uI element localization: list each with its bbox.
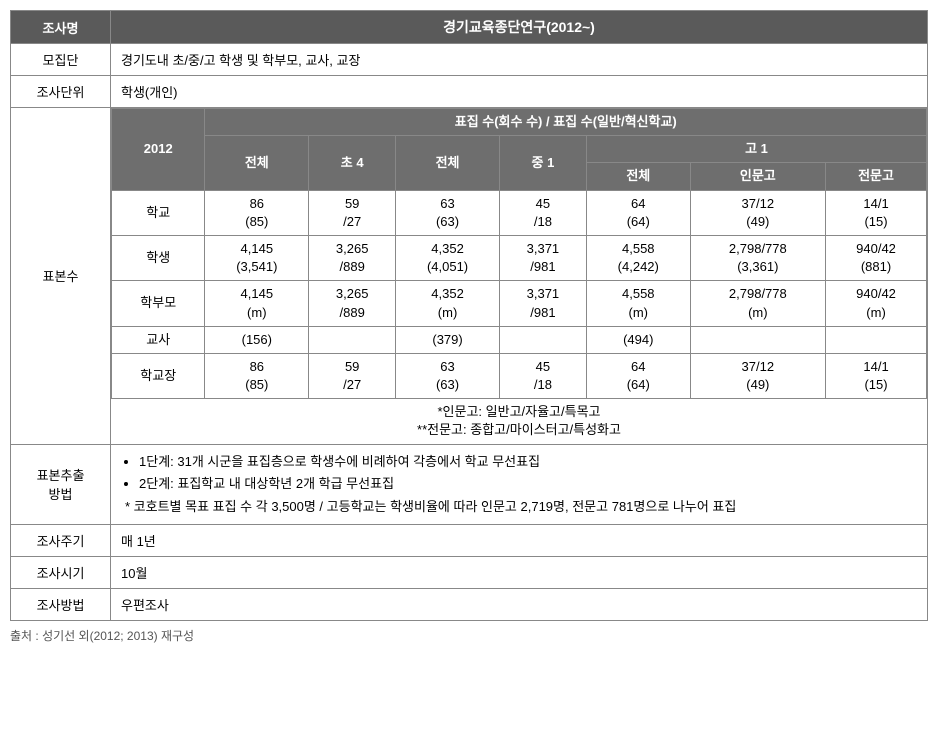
row-school: 학교 86(85) 59/27 63(63) 45/18 64(64) 37/1… (112, 190, 927, 235)
cell: 45/18 (499, 353, 586, 398)
cell: 3,371/981 (499, 281, 586, 326)
col-year: 2012 (112, 109, 205, 191)
col-group-header: 표집 수(회수 수) / 표집 수(일반/혁신학교) (205, 109, 927, 136)
cell: 14/1(15) (826, 353, 927, 398)
cell (309, 326, 396, 353)
row-timing: 조사시기 10월 (11, 556, 928, 588)
rlabel-student: 학생 (112, 235, 205, 280)
col-total1: 전체 (205, 136, 309, 190)
cell: 3,371/981 (499, 235, 586, 280)
row-teacher: 교사 (156) (379) (494) (112, 326, 927, 353)
label-method: 조사방법 (11, 588, 111, 620)
cell: 45/18 (499, 190, 586, 235)
cell: 940/42(881) (826, 235, 927, 280)
sampling-bullet-1: 1단계: 31개 시군을 표집층으로 학생수에 비례하여 각층에서 학교 무선표… (139, 451, 917, 473)
header-title: 경기교육종단연구(2012~) (111, 11, 928, 44)
sample-footnotes: *인문고: 일반고/자율고/특목고 **전문고: 종합고/마이스터고/특성화고 (112, 399, 927, 444)
cell: 37/12(49) (690, 190, 825, 235)
label-population: 모집단 (11, 44, 111, 76)
rlabel-teacher: 교사 (112, 326, 205, 353)
cell: 64(64) (586, 190, 690, 235)
survey-info-table: 조사명 경기교육종단연구(2012~) 모집단 경기도내 초/중/고 학생 및 … (10, 10, 928, 621)
sample-data-table: 2012 표집 수(회수 수) / 표집 수(일반/혁신학교) 전체 초 4 전… (111, 108, 927, 444)
cell: 59/27 (309, 353, 396, 398)
row-principal: 학교장 86(85) 59/27 63(63) 45/18 64(64) 37/… (112, 353, 927, 398)
value-population: 경기도내 초/중/고 학생 및 학부모, 교사, 교장 (111, 44, 928, 76)
cell: 4,558(m) (586, 281, 690, 326)
cell: 2,798/778(m) (690, 281, 825, 326)
label-timing: 조사시기 (11, 556, 111, 588)
cell: 63(63) (396, 353, 500, 398)
footnote1: *인문고: 일반고/자율고/특목고 (118, 403, 921, 421)
cell: 63(63) (396, 190, 500, 235)
rlabel-parent: 학부모 (112, 281, 205, 326)
row-unit: 조사단위 학생(개인) (11, 76, 928, 108)
cell: 4,145(m) (205, 281, 309, 326)
cell: 64(64) (586, 353, 690, 398)
label-sampling: 표본추출방법 (11, 444, 111, 524)
cell: 3,265/889 (309, 235, 396, 280)
cell: 4,352(m) (396, 281, 500, 326)
cell: 2,798/778(3,361) (690, 235, 825, 280)
col-hs-humanities: 인문고 (690, 163, 825, 190)
row-population: 모집단 경기도내 초/중/고 학생 및 학부모, 교사, 교장 (11, 44, 928, 76)
sample-body: 학교 86(85) 59/27 63(63) 45/18 64(64) 37/1… (112, 190, 927, 444)
cell: 4,145(3,541) (205, 235, 309, 280)
cell: 3,265/889 (309, 281, 396, 326)
cell: 14/1(15) (826, 190, 927, 235)
cell: 37/12(49) (690, 353, 825, 398)
cell: (379) (396, 326, 500, 353)
row-sampling: 표본추출방법 1단계: 31개 시군을 표집층으로 학생수에 비례하여 각층에서… (11, 444, 928, 524)
col-hs-vocational: 전문고 (826, 163, 927, 190)
label-unit: 조사단위 (11, 76, 111, 108)
col-hs-total: 전체 (586, 163, 690, 190)
cell: 4,352(4,051) (396, 235, 500, 280)
rlabel-principal: 학교장 (112, 353, 205, 398)
cell (826, 326, 927, 353)
value-timing: 10월 (111, 556, 928, 588)
header-row: 조사명 경기교육종단연구(2012~) (11, 11, 928, 44)
col-elem4: 초 4 (309, 136, 396, 190)
sampling-bullet-2: 2단계: 표집학교 내 대상학년 2개 학급 무선표집 (139, 473, 917, 495)
label-sample: 표본수 (11, 108, 111, 445)
cell: (494) (586, 326, 690, 353)
source-text: 출처 : 성기선 외(2012; 2013) 재구성 (10, 627, 928, 644)
col-mid1: 중 1 (499, 136, 586, 190)
row-parent: 학부모 4,145(m) 3,265/889 4,352(m) 3,371/98… (112, 281, 927, 326)
row-cycle: 조사주기 매 1년 (11, 524, 928, 556)
cell: 4,558(4,242) (586, 235, 690, 280)
cell: 59/27 (309, 190, 396, 235)
cell (499, 326, 586, 353)
label-cycle: 조사주기 (11, 524, 111, 556)
cell (690, 326, 825, 353)
row-student: 학생 4,145(3,541) 3,265/889 4,352(4,051) 3… (112, 235, 927, 280)
value-unit: 학생(개인) (111, 76, 928, 108)
row-method: 조사방법 우편조사 (11, 588, 928, 620)
cell: 86(85) (205, 353, 309, 398)
footnote2: **전문고: 종합고/마이스터고/특성화고 (118, 421, 921, 439)
cell: 86(85) (205, 190, 309, 235)
value-cycle: 매 1년 (111, 524, 928, 556)
sampling-bullets: 1단계: 31개 시군을 표집층으로 학생수에 비례하여 각층에서 학교 무선표… (121, 451, 917, 495)
col-total2: 전체 (396, 136, 500, 190)
cell: 940/42(m) (826, 281, 927, 326)
header-label: 조사명 (11, 11, 111, 44)
value-method: 우편조사 (111, 588, 928, 620)
rlabel-school: 학교 (112, 190, 205, 235)
sampling-star: * 코호트별 목표 표집 수 각 3,500명 / 고등학교는 학생비율에 따라… (121, 497, 917, 518)
row-sample: 표본수 2012 표집 수(회수 수) / 표집 수(일반/혁신학교) 전체 초… (11, 108, 928, 445)
col-hs-group: 고 1 (586, 136, 926, 163)
cell: (156) (205, 326, 309, 353)
